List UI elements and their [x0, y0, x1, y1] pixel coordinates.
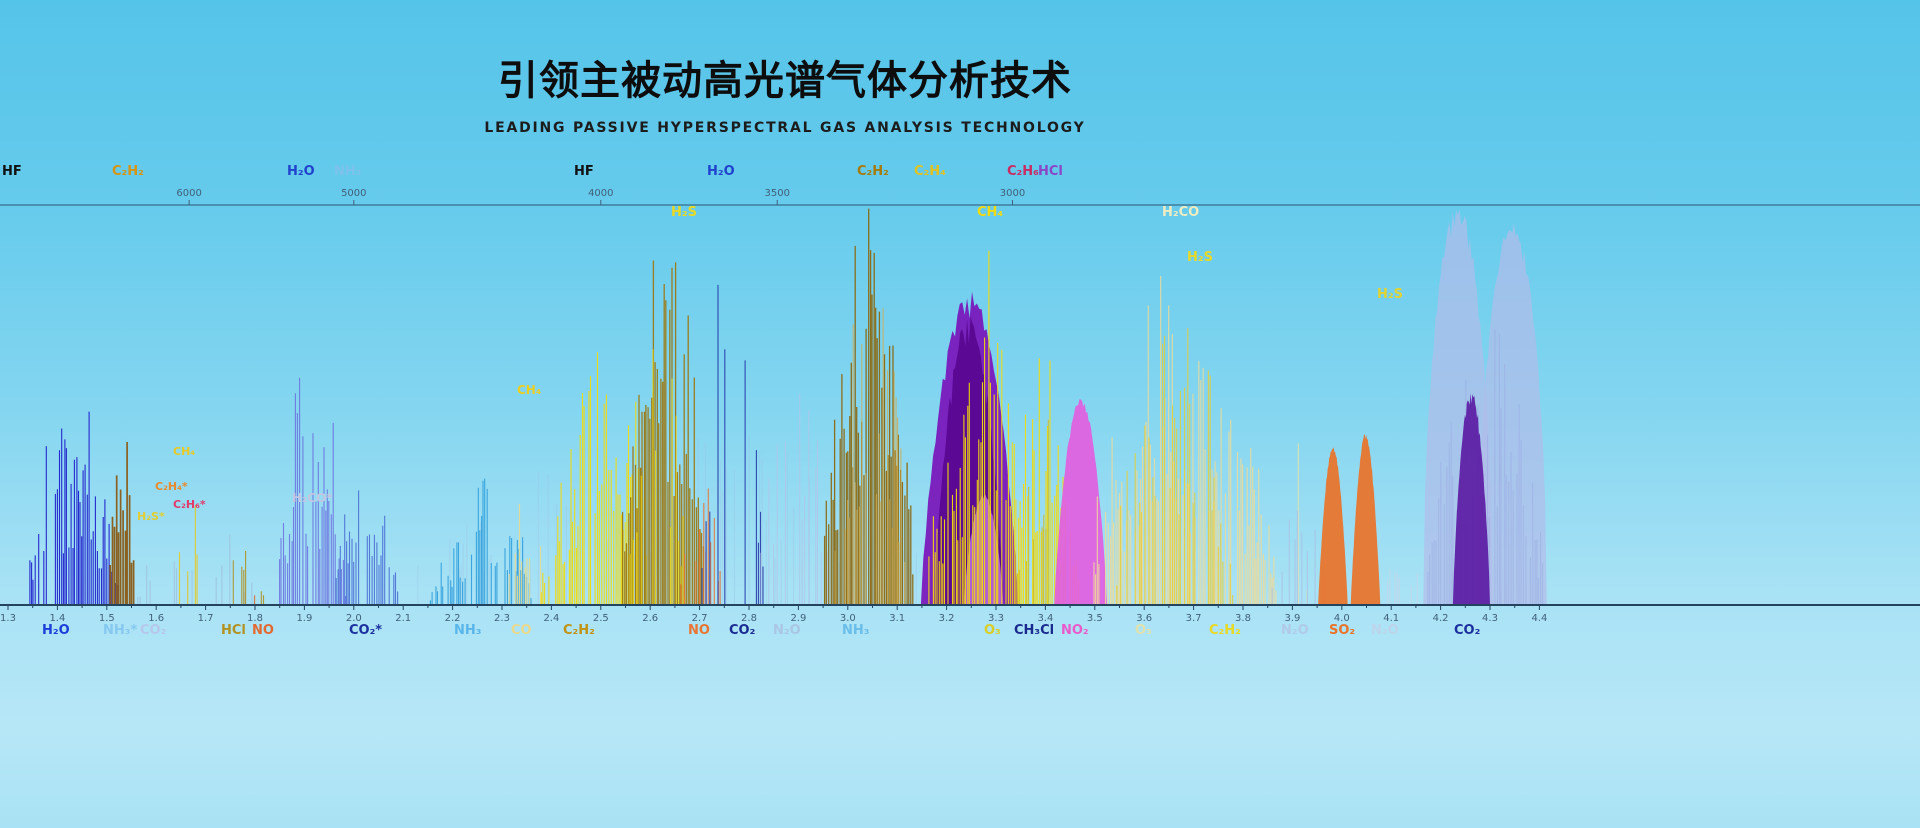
wavelength-tick-label: 4.2 [1433, 613, 1449, 624]
wavelength-tick-label: 4.1 [1383, 613, 1399, 624]
band-H2S-2.6 [621, 260, 705, 605]
wavelength-tick-label: 4.4 [1531, 613, 1547, 624]
band-C2H2-3.03 [823, 208, 914, 605]
wavelength-tick-label: 3.4 [1037, 613, 1053, 624]
wavelength-tick-label: 2.1 [395, 613, 411, 624]
band-CH4-1.66 [178, 505, 198, 605]
wavelength-tick-label: 1.3 [0, 613, 16, 624]
wavelength-tick-label: 1.8 [247, 613, 263, 624]
band-H2S-3.7-ov [1116, 328, 1234, 605]
wavelength-tick-label: 4.3 [1482, 613, 1498, 624]
wavelength-tick-label: 2.2 [445, 613, 461, 624]
wavelength-tick-label: 3.7 [1186, 613, 1202, 624]
wavelength-tick-label: 3.2 [939, 613, 955, 624]
wavelength-tick-label: 2.4 [543, 613, 559, 624]
wavenumber-tick-label: 5000 [341, 188, 366, 199]
band-CO2-violet [1452, 393, 1490, 605]
wavelength-tick-label: 2.0 [346, 613, 362, 624]
wavelength-tick-label: 2.6 [642, 613, 658, 624]
band-SO2-a [1318, 447, 1348, 605]
wavelength-tick-label: 1.5 [99, 613, 115, 624]
wavenumber-tick-label: 3500 [765, 188, 790, 199]
wavelength-tick-label: 3.6 [1136, 613, 1152, 624]
wavenumber-tick-label: 4000 [588, 188, 613, 199]
wavelength-tick-label: 1.7 [198, 613, 214, 624]
wavelength-tick-label: 3.5 [1087, 613, 1103, 624]
band-NO2-blob [1054, 399, 1108, 605]
wavelength-tick-label: 3.0 [840, 613, 856, 624]
wavelength-tick-label: 3.8 [1235, 613, 1251, 624]
wavelength-tick-label: 2.5 [593, 613, 609, 624]
band-H2O-1.9 [279, 377, 347, 605]
band-SO2-b [1350, 434, 1381, 605]
band-C2H6-light [963, 493, 1004, 605]
wavelength-tick-label: 1.9 [296, 613, 312, 624]
wavelength-tick-label: 4.0 [1334, 613, 1350, 624]
wavelength-tick-label: 1.6 [148, 613, 164, 624]
band-CO-2.35 [508, 503, 542, 605]
wavelength-tick-label: 3.1 [889, 613, 905, 624]
band-pale-3.85 [1297, 443, 1308, 605]
band-weak-4.1 [1387, 569, 1418, 605]
wavelength-tick-label: 2.9 [790, 613, 806, 624]
wavenumber-tick-label: 6000 [176, 188, 201, 199]
wavelength-tick-label: 2.7 [692, 613, 708, 624]
band-weak-1.6 [137, 534, 255, 605]
band-C2H2-1.53 [109, 442, 135, 605]
band-CO2-2.0 [335, 490, 399, 605]
band-N2O-2.9 [760, 393, 828, 605]
band-C2H2-3.0-ov [834, 308, 906, 605]
wavelength-tick-label: 3.3 [988, 613, 1004, 624]
wavelength-tick-label: 1.4 [49, 613, 65, 624]
band-H2O-1.4 [29, 411, 119, 605]
wavelength-tick-label: 2.8 [741, 613, 757, 624]
band-HCl-1.78 [232, 551, 265, 605]
wavelength-tick-label: 2.3 [494, 613, 510, 624]
wavenumber-tick-label: 3000 [1000, 188, 1025, 199]
wavelength-tick-label: 3.9 [1284, 613, 1300, 624]
